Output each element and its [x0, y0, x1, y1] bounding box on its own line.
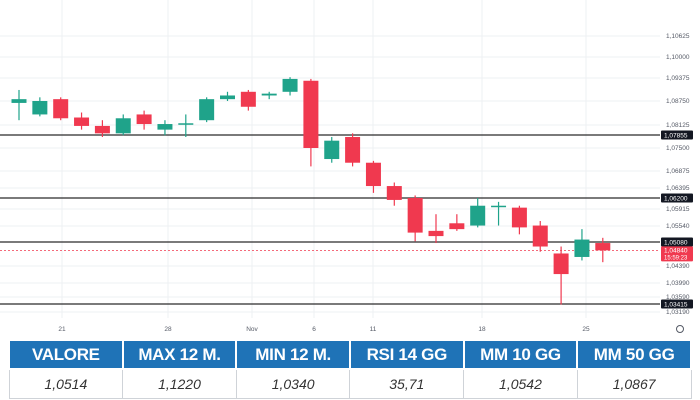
candle-body	[115, 118, 131, 134]
header-min-12m: MIN 12 M.	[235, 339, 351, 370]
candle-body	[94, 125, 110, 134]
header-rsi-14gg: RSI 14 GG	[348, 339, 465, 370]
level-label-bg-1	[661, 193, 693, 203]
candle-body	[511, 207, 527, 228]
x-tick-label: 11	[370, 326, 377, 333]
level-label: 1,05080	[664, 239, 688, 246]
candle-body	[553, 253, 569, 275]
x-tick-label: 21	[58, 326, 66, 333]
candle-body	[428, 230, 444, 237]
y-tick-label: 1,06875	[666, 168, 690, 175]
last-price-label: 1,04840	[664, 248, 688, 255]
candle-body	[178, 123, 194, 125]
candle-body	[386, 186, 402, 200]
y-tick-label: 1,07500	[666, 145, 690, 152]
y-tick-label: 1,10625	[666, 33, 690, 40]
stats-header-row: VALORE MAX 12 M. MIN 12 M. RSI 14 GG MM …	[8, 339, 692, 370]
level-label-bg-3	[661, 299, 693, 309]
y-tick-label: 1,08750	[666, 98, 690, 105]
header-valore: VALORE	[8, 339, 124, 370]
value-mm-10gg: 1,0542	[463, 369, 578, 399]
candle-body	[303, 80, 319, 148]
y-tick-label: 1,04390	[666, 263, 690, 270]
last-price-label-bg	[661, 246, 693, 262]
candle-body	[365, 162, 381, 187]
settings-gear-icon	[676, 325, 684, 333]
candle-body	[199, 99, 215, 121]
y-tick-label: 1,05915	[666, 206, 690, 213]
candle-body	[240, 91, 256, 107]
value-mm-50gg: 1,0867	[577, 369, 692, 399]
y-tick-label: 1,05540	[666, 223, 690, 230]
candle-body	[74, 117, 90, 126]
candle-body	[470, 205, 486, 226]
candle-body	[345, 137, 361, 163]
y-tick-label: 1,03590	[666, 294, 690, 301]
candle-body	[324, 140, 340, 160]
header-mm-50gg: MM 50 GG	[576, 339, 692, 370]
y-tick-label: 1,10000	[666, 54, 690, 61]
candle-body	[282, 78, 298, 92]
y-tick-label: 1,03990	[666, 280, 690, 287]
candle-body	[449, 223, 465, 230]
y-tick-label: 1,09375	[666, 75, 690, 82]
candle-body	[157, 124, 173, 130]
header-mm-10gg: MM 10 GG	[462, 339, 579, 370]
candle-body	[595, 243, 611, 251]
y-tick-label: 1,03190	[666, 309, 690, 316]
stats-table: VALORE MAX 12 M. MIN 12 M. RSI 14 GG MM …	[8, 339, 692, 399]
stats-value-row: 1,0514 1,1220 1,0340 35,71 1,0542 1,0867	[8, 369, 692, 399]
candlestick-chart: 1,10625 1,10000 1,09375 1,08750 1,08125 1,075…	[0, 0, 693, 333]
header-max-12m: MAX 12 M.	[121, 339, 238, 370]
candle-body	[407, 198, 423, 233]
x-tick-label: 28	[164, 326, 172, 333]
candle-body	[532, 225, 548, 247]
chart-svg: 1,10625 1,10000 1,09375 1,08750 1,08125 1,075…	[0, 0, 693, 333]
candle-body	[11, 99, 27, 103]
last-price-countdown: 15:59:23	[664, 256, 688, 262]
level-label-bg-0	[661, 130, 693, 140]
candle-body	[491, 205, 507, 208]
value-max-12m: 1,1220	[122, 369, 237, 399]
candle-body	[136, 114, 152, 125]
y-tick-label: 1,08125	[666, 122, 690, 129]
level-label: 1,03415	[664, 301, 688, 308]
level-label: 1,07855	[664, 132, 688, 139]
y-tick-label: 1,06395	[666, 185, 690, 192]
value-valore: 1,0514	[8, 369, 124, 399]
candle-body	[53, 99, 69, 119]
value-min-12m: 1,0340	[236, 369, 351, 399]
level-label-bg-2	[661, 237, 693, 247]
candle-body	[261, 93, 277, 96]
x-tick-label: 18	[478, 326, 486, 333]
candle-body	[220, 95, 235, 100]
x-tick-label: 25	[582, 326, 590, 333]
candle-body	[574, 239, 590, 257]
level-label: 1,06200	[664, 195, 688, 202]
x-tick-label: 6	[312, 326, 316, 333]
candle-body	[32, 101, 48, 115]
value-rsi-14gg: 35,71	[349, 369, 465, 399]
x-tick-label: Nov	[246, 326, 258, 333]
